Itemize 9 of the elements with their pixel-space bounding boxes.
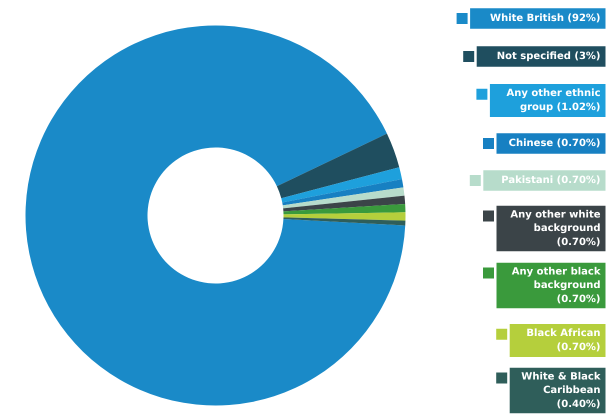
legend-label: White & Black Caribbean (0.40%) [521,371,601,410]
legend-label: Any other ethnic group (1.02%) [506,88,601,113]
legend-label: Chinese (0.70%) [508,138,601,149]
legend-label: White British (92%) [490,13,601,24]
legend-label: Black African (0.70%) [526,328,601,353]
legend-label: Pakistani (0.70%) [501,175,601,186]
legend-label: Not specified (3%) [496,51,600,62]
legend-label: Any other white background (0.70%) [510,209,601,248]
legend-label: Any other black background (0.70%) [512,266,601,305]
